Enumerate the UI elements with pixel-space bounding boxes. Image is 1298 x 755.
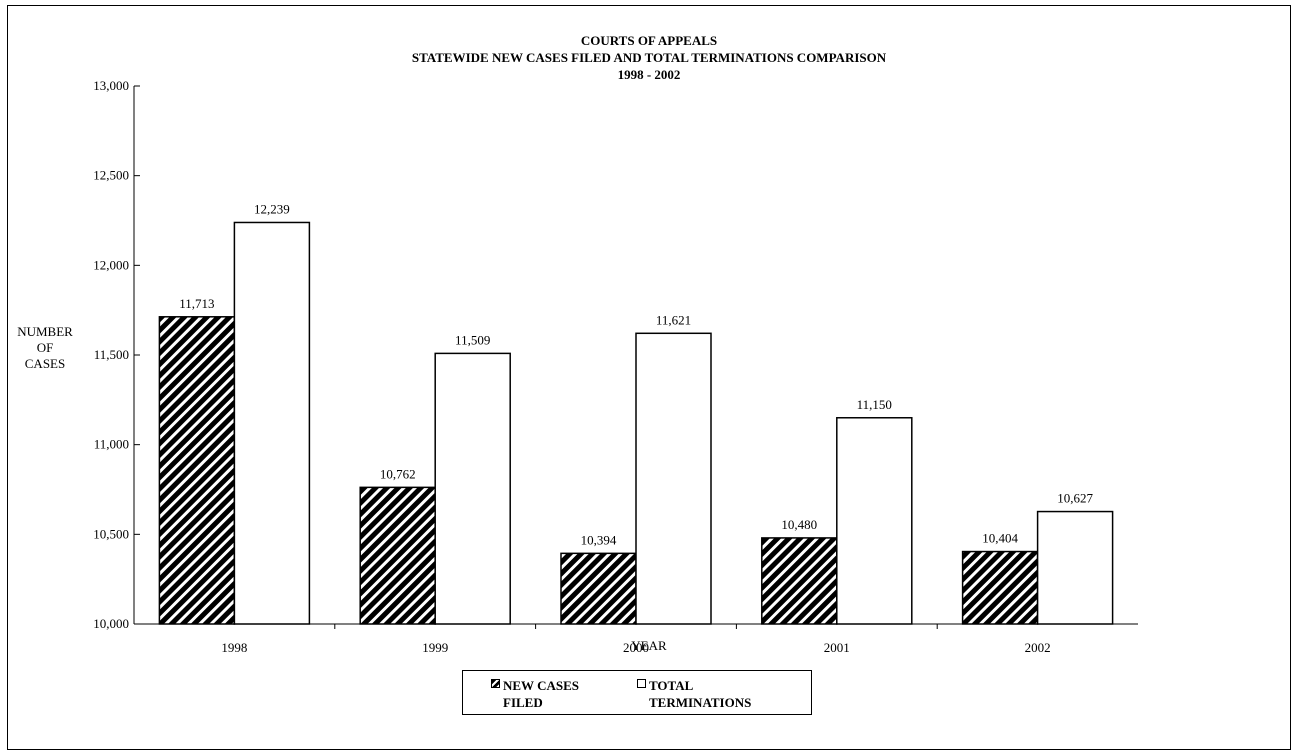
bar-new-cases-2001 xyxy=(761,537,838,625)
data-label: 11,150 xyxy=(857,397,892,412)
y-axis-label-line-2: OF xyxy=(36,340,54,355)
y-tick-label: 12,000 xyxy=(93,257,129,272)
data-label: 12,239 xyxy=(254,201,290,216)
data-label: 10,480 xyxy=(781,517,817,532)
bar-terminations-2001 xyxy=(836,417,913,625)
chart-subtitle: STATEWIDE NEW CASES FILED AND TOTAL TERM… xyxy=(411,50,887,65)
data-label: 10,762 xyxy=(380,466,416,481)
x-tick-label: 2000 xyxy=(623,640,649,655)
y-tick-label: 10,000 xyxy=(93,616,129,631)
x-axis-label: YEAR xyxy=(631,638,667,653)
y-axis-label-line-1: NUMBER xyxy=(17,324,73,339)
chart-year-range: 1998 - 2002 xyxy=(617,67,681,82)
bar-terminations-1999 xyxy=(434,352,511,625)
legend-label-terminations-2: TERMINATIONS xyxy=(649,695,752,710)
y-tick-label: 12,500 xyxy=(93,168,129,183)
data-label: 10,394 xyxy=(581,532,617,547)
x-tick-label: 2001 xyxy=(824,640,850,655)
data-label: 11,509 xyxy=(455,332,490,347)
x-tick-label: 1998 xyxy=(221,640,247,655)
y-tick-label: 13,000 xyxy=(93,78,129,93)
x-tick-label: 1999 xyxy=(422,640,448,655)
data-label: 10,627 xyxy=(1057,491,1093,506)
data-label: 11,713 xyxy=(179,296,214,311)
legend-label-terminations-1: TOTAL xyxy=(649,678,694,693)
legend-label-new-cases-1: NEW CASES xyxy=(503,678,579,693)
y-tick-label: 11,500 xyxy=(94,347,129,362)
y-tick-label: 11,000 xyxy=(94,437,129,452)
y-axis-label-line-3: CASES xyxy=(24,356,66,371)
legend: NEW CASES FILED TOTAL TERMINATIONS xyxy=(462,670,812,715)
data-label: 10,404 xyxy=(982,531,1018,546)
y-tick-label: 10,500 xyxy=(93,526,129,541)
bar-new-cases-1999 xyxy=(359,486,436,625)
bar-terminations-2002 xyxy=(1036,510,1114,625)
legend-swatch-hatched xyxy=(491,679,500,688)
bar-new-cases-1998 xyxy=(158,316,236,625)
chart-title: COURTS OF APPEALS xyxy=(580,33,718,48)
legend-label-new-cases-2: FILED xyxy=(503,695,543,710)
x-tick-label: 2002 xyxy=(1025,640,1051,655)
bar-new-cases-2000 xyxy=(560,552,637,625)
bar-terminations-2000 xyxy=(635,332,712,625)
legend-swatch-white xyxy=(637,679,646,688)
data-label: 11,621 xyxy=(656,312,691,327)
bar-terminations-1998 xyxy=(233,221,311,625)
bar-new-cases-2002 xyxy=(961,550,1039,625)
